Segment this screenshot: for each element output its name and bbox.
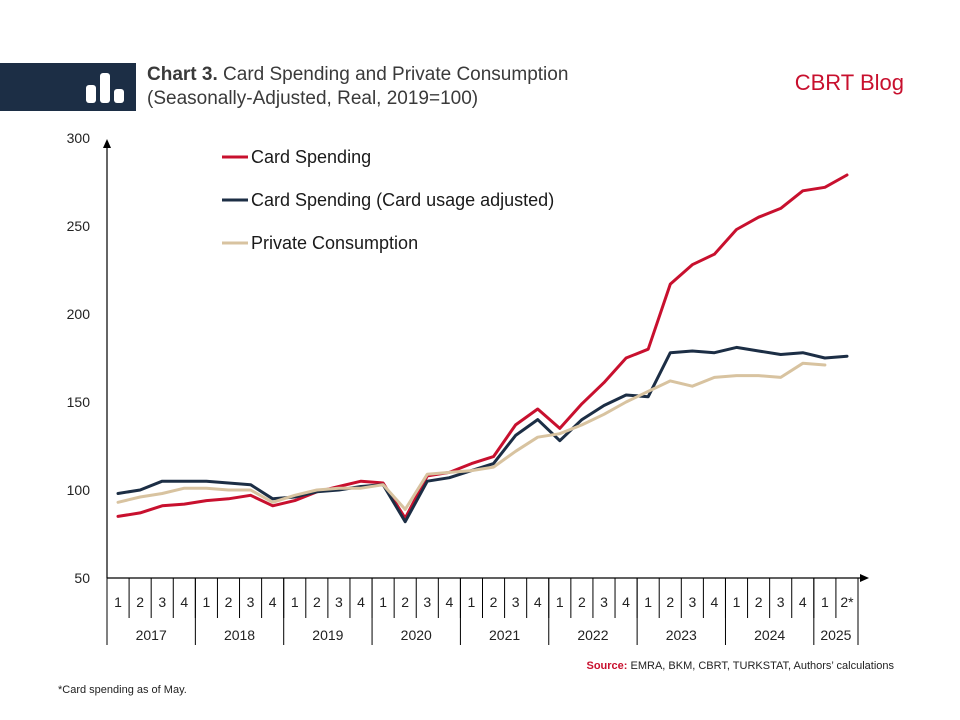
quarter-tick-label: 2 bbox=[666, 594, 674, 610]
year-tick-label: 2018 bbox=[224, 627, 255, 643]
year-tick-label: 2023 bbox=[666, 627, 697, 643]
quarter-tick-label: 4 bbox=[799, 594, 807, 610]
quarter-tick-label: 2 bbox=[490, 594, 498, 610]
quarter-tick-label: 3 bbox=[423, 594, 431, 610]
year-tick-label: 2017 bbox=[136, 627, 167, 643]
quarter-tick-label: 1 bbox=[821, 594, 829, 610]
y-tick-label: 200 bbox=[67, 306, 91, 322]
quarter-tick-label: 1 bbox=[114, 594, 122, 610]
legend-label: Card Spending bbox=[251, 147, 371, 167]
year-tick-label: 2022 bbox=[577, 627, 608, 643]
quarter-tick-label: 3 bbox=[600, 594, 608, 610]
quarter-tick-label: 3 bbox=[247, 594, 255, 610]
footnote: *Card spending as of May. bbox=[58, 684, 187, 696]
y-tick-label: 150 bbox=[67, 394, 91, 410]
quarter-tick-label: 4 bbox=[622, 594, 630, 610]
source-label: Source: bbox=[586, 660, 628, 672]
quarter-tick-label: 2* bbox=[840, 594, 854, 610]
source-note: Source: EMRA, BKM, CBRT, TURKSTAT, Autho… bbox=[587, 660, 895, 672]
quarter-tick-label: 3 bbox=[158, 594, 166, 610]
chart-legend: Card Spending Card Spending (Card usage a… bbox=[222, 147, 554, 253]
year-tick-label: 2025 bbox=[820, 627, 851, 643]
quarter-tick-label: 2 bbox=[313, 594, 321, 610]
quarter-tick-label: 4 bbox=[269, 594, 277, 610]
year-tick-label: 2021 bbox=[489, 627, 520, 643]
quarter-tick-label: 3 bbox=[777, 594, 785, 610]
source-text: EMRA, BKM, CBRT, TURKSTAT, Authors’ calc… bbox=[627, 660, 894, 672]
legend-label: Card Spending (Card usage adjusted) bbox=[251, 190, 554, 210]
quarter-tick-label: 1 bbox=[291, 594, 299, 610]
x-axis-arrow bbox=[860, 574, 869, 582]
logo-block bbox=[0, 63, 136, 111]
chart-number: Chart 3. bbox=[147, 64, 218, 85]
chart-lines bbox=[116, 173, 849, 524]
quarter-tick-label: 4 bbox=[445, 594, 453, 610]
y-axis-arrow bbox=[103, 139, 111, 148]
series-line-3 bbox=[116, 361, 827, 511]
quarter-tick-label: 2 bbox=[136, 594, 144, 610]
chart-title-text: Card Spending and Private Consumption bbox=[217, 64, 569, 85]
legend-label: Private Consumption bbox=[251, 233, 418, 253]
year-tick-label: 2019 bbox=[312, 627, 343, 643]
quarter-tick-label: 2 bbox=[755, 594, 763, 610]
quarter-tick-label: 1 bbox=[202, 594, 210, 610]
brand-label: CBRT Blog bbox=[794, 70, 904, 95]
quarter-tick-label: 3 bbox=[335, 594, 343, 610]
quarter-tick-label: 1 bbox=[644, 594, 652, 610]
quarter-tick-label: 2 bbox=[578, 594, 586, 610]
quarter-tick-label: 4 bbox=[357, 594, 365, 610]
chart-subtitle: (Seasonally-Adjusted, Real, 2019=100) bbox=[147, 88, 479, 109]
quarter-tick-label: 1 bbox=[379, 594, 387, 610]
quarter-tick-label: 3 bbox=[688, 594, 696, 610]
quarter-tick-label: 2 bbox=[401, 594, 409, 610]
year-tick-label: 2024 bbox=[754, 627, 785, 643]
quarter-tick-label: 1 bbox=[556, 594, 564, 610]
quarter-tick-label: 2 bbox=[225, 594, 233, 610]
quarter-tick-label: 4 bbox=[180, 594, 188, 610]
year-tick-label: 2020 bbox=[401, 627, 432, 643]
quarter-tick-label: 4 bbox=[711, 594, 719, 610]
quarter-tick-label: 3 bbox=[512, 594, 520, 610]
y-tick-label: 300 bbox=[67, 130, 91, 146]
quarter-tick-label: 4 bbox=[534, 594, 542, 610]
y-tick-label: 100 bbox=[67, 482, 91, 498]
quarter-tick-label: 1 bbox=[733, 594, 741, 610]
y-tick-label: 250 bbox=[67, 218, 91, 234]
series-line-2 bbox=[116, 345, 849, 524]
y-tick-label: 50 bbox=[74, 570, 90, 586]
chart-title: Chart 3. Card Spending and Private Consu… bbox=[147, 63, 568, 111]
quarter-tick-label: 1 bbox=[468, 594, 476, 610]
series-line-1 bbox=[116, 173, 849, 520]
bar-chart-logo-icon bbox=[86, 73, 124, 103]
